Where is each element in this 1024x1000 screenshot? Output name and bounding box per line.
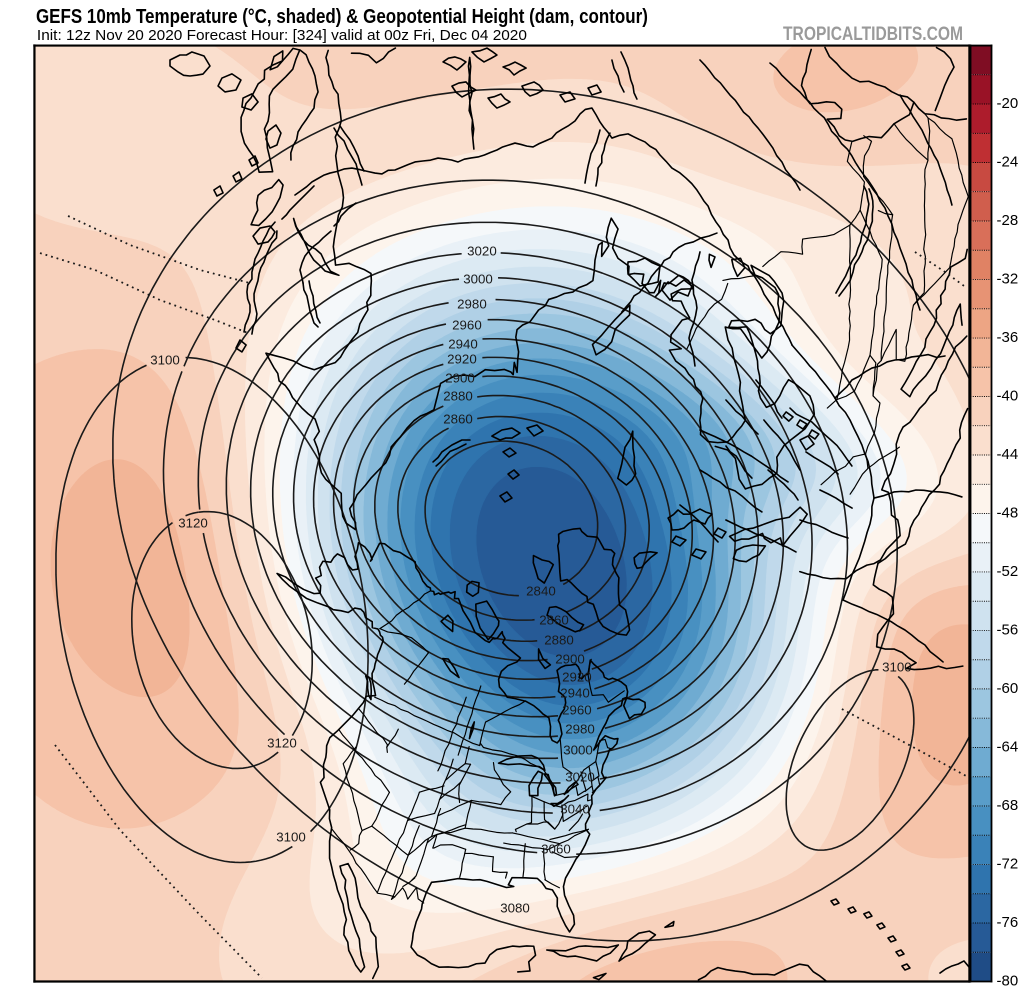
svg-text:2980: 2980 [457,296,487,311]
svg-text:2840: 2840 [526,583,556,598]
svg-text:-80: -80 [997,972,1019,989]
svg-text:3120: 3120 [178,515,208,530]
svg-text:-52: -52 [997,563,1019,580]
svg-text:2980: 2980 [565,721,595,736]
svg-text:3100: 3100 [150,352,180,367]
svg-text:3100: 3100 [882,659,912,674]
svg-text:3120: 3120 [267,735,297,750]
svg-text:-76: -76 [997,914,1019,931]
svg-text:3020: 3020 [565,769,595,784]
svg-text:GEFS 10mb Temperature (°C, sha: GEFS 10mb Temperature (°C, shaded) & Geo… [36,6,648,28]
svg-text:3080: 3080 [500,900,530,915]
svg-text:-20: -20 [997,95,1019,112]
svg-text:-24: -24 [997,153,1019,170]
svg-text:-48: -48 [997,504,1019,521]
svg-text:-64: -64 [997,738,1019,755]
svg-text:Init: 12z Nov 20 2020 Foreca: Init: 12z Nov 20 2020 Forecast Hour: [32… [37,27,527,44]
svg-text:2920: 2920 [562,669,592,684]
svg-text:-72: -72 [997,855,1019,872]
svg-text:-32: -32 [997,270,1019,287]
svg-text:-56: -56 [997,621,1019,638]
svg-text:2900: 2900 [555,651,585,666]
svg-text:2940: 2940 [560,685,590,700]
svg-text:2860: 2860 [539,612,569,627]
svg-text:2960: 2960 [452,317,482,332]
svg-text:3100: 3100 [276,829,306,844]
svg-text:2920: 2920 [447,351,477,366]
svg-text:3060: 3060 [541,841,571,856]
svg-text:-36: -36 [997,329,1019,346]
svg-text:-68: -68 [997,797,1019,814]
svg-text:3000: 3000 [563,742,593,757]
svg-text:2860: 2860 [443,411,473,426]
svg-text:3040: 3040 [560,801,590,816]
svg-text:2880: 2880 [544,632,574,647]
svg-text:2940: 2940 [448,336,478,351]
svg-text:-40: -40 [997,387,1019,404]
svg-text:-60: -60 [997,680,1019,697]
svg-text:3000: 3000 [463,271,493,286]
svg-text:TROPICALTIDBITS.COM: TROPICALTIDBITS.COM [783,24,963,45]
svg-text:2900: 2900 [445,371,475,386]
svg-text:2960: 2960 [562,702,592,717]
svg-text:-28: -28 [997,212,1019,229]
svg-text:3020: 3020 [467,243,497,258]
svg-text:-44: -44 [997,446,1019,463]
svg-text:2880: 2880 [443,388,473,403]
